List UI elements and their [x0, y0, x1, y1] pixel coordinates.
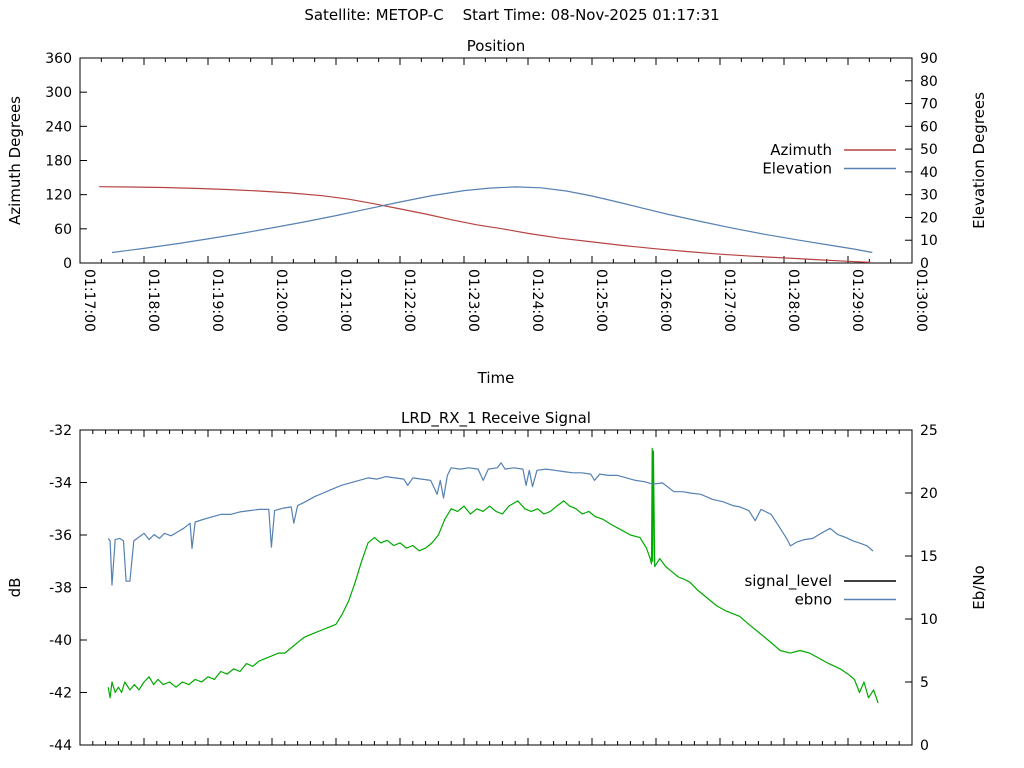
- y-left-tick-label: -34: [49, 476, 72, 492]
- x-tick-label: 01:17:00: [81, 269, 97, 332]
- y-right-tick-label: 60: [920, 119, 938, 135]
- x-axis: 01:17:00 01:18:00 01:19:00 01:20:00 01:21:00…: [79, 58, 929, 332]
- y-left-tick-label: 120: [45, 188, 72, 204]
- y-left-tick-label: -36: [49, 528, 72, 544]
- series-line-ebno: [107, 462, 874, 586]
- y-right-tick-label: 70: [920, 97, 938, 113]
- legend-label-Azimuth: Azimuth: [770, 141, 832, 159]
- legend-label-Elevation: Elevation: [762, 160, 832, 178]
- x-tick-label: 01:20:00: [273, 269, 289, 332]
- chart-lrd_rx_1-receive-signal: -44 -42 -40 -38 -36 -34 -32 0 5 10 15 20 25 LRD_RX_1 …: [6, 409, 988, 754]
- y-left-axis: 0 60 120 180 240 300 360: [45, 51, 87, 272]
- chart-title: LRD_RX_1 Receive Signal: [401, 409, 591, 428]
- y-right-tick-label: 40: [920, 165, 938, 181]
- y-right-tick-label: 0: [920, 256, 929, 272]
- y-right-tick-label: 90: [920, 51, 938, 67]
- x-tick-label: 01:23:00: [465, 269, 481, 332]
- y-left-tick-label: -32: [49, 423, 72, 439]
- y-right-axis-label: Eb/No: [970, 565, 988, 609]
- x-tick-label: 01:26:00: [657, 269, 673, 332]
- legend-label-ebno: ebno: [795, 591, 832, 609]
- x-tick-label: 01:29:00: [849, 269, 865, 332]
- y-right-tick-label: 50: [920, 142, 938, 158]
- y-left-axis-label: dB: [6, 578, 24, 598]
- y-right-tick-label: 15: [920, 549, 938, 565]
- y-left-tick-label: 240: [45, 119, 72, 135]
- y-right-tick-label: 30: [920, 188, 938, 204]
- y-left-tick-label: 180: [45, 154, 72, 170]
- x-axis-label: Time: [477, 369, 515, 387]
- y-right-tick-label: 20: [920, 210, 938, 226]
- x-tick-label: 01:28:00: [785, 269, 801, 332]
- y-left-tick-label: 0: [63, 256, 72, 272]
- page-title: Satellite: METOP-C Start Time: 08-Nov-20…: [304, 6, 720, 24]
- y-right-tick-label: 10: [920, 233, 938, 249]
- series-line-Elevation: [111, 186, 873, 254]
- legend-label-signal_level: signal_level: [744, 572, 832, 591]
- x-tick-label: 01:18:00: [145, 269, 161, 332]
- series-line-Azimuth: [99, 186, 871, 263]
- y-right-tick-label: 5: [920, 675, 929, 691]
- y-left-tick-label: -44: [49, 738, 72, 754]
- y-right-axis: 0 5 10 15 20 25: [905, 423, 938, 754]
- x-tick-label: 01:25:00: [593, 269, 609, 332]
- x-tick-label: 01:30:00: [913, 269, 929, 332]
- y-right-tick-label: 80: [920, 74, 938, 90]
- y-right-tick-label: 0: [920, 738, 929, 754]
- chart-position: 01:17:00 01:18:00 01:19:00 01:20:00 01:21:00…: [6, 37, 988, 387]
- y-left-tick-label: 360: [45, 51, 72, 67]
- x-tick-label: 01:27:00: [721, 269, 737, 332]
- y-left-axis-label: Azimuth Degrees: [6, 96, 24, 225]
- x-tick-label: 01:22:00: [401, 269, 417, 332]
- y-left-tick-label: 60: [54, 222, 72, 238]
- series-line-signal_level: [107, 447, 879, 704]
- y-right-axis-label: Elevation Degrees: [970, 92, 988, 229]
- y-right-tick-label: 20: [920, 486, 938, 502]
- y-left-axis: -44 -42 -40 -38 -36 -34 -32: [49, 423, 87, 754]
- y-left-tick-label: -42: [49, 686, 72, 702]
- x-tick-label: 01:19:00: [209, 269, 225, 332]
- y-right-tick-label: 25: [920, 423, 938, 439]
- y-left-tick-label: 300: [45, 85, 72, 101]
- y-right-tick-label: 10: [920, 612, 938, 628]
- chart-title: Position: [467, 37, 525, 55]
- x-axis: [79, 430, 913, 745]
- y-left-tick-label: -38: [49, 581, 72, 597]
- x-tick-label: 01:21:00: [337, 269, 353, 332]
- x-tick-label: 01:24:00: [529, 269, 545, 332]
- y-right-axis: 0 10 20 30 40 50 60 70 80 90: [905, 51, 938, 272]
- y-left-tick-label: -40: [49, 633, 72, 649]
